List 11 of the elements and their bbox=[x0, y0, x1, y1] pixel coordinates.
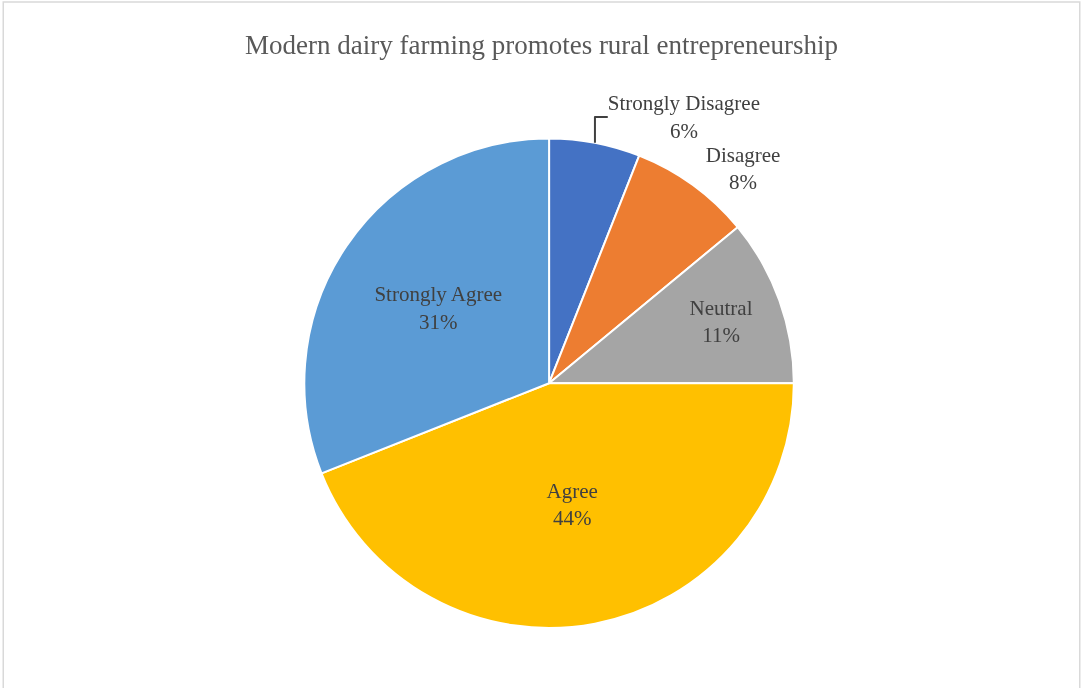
data-label: 31% bbox=[419, 309, 458, 334]
slice-label: Strongly Disagree bbox=[607, 91, 760, 116]
chart-title: Modern dairy farming promotes rural entrepreneurship bbox=[244, 30, 839, 61]
data-label: 11% bbox=[702, 322, 740, 347]
data-label: 44% bbox=[552, 506, 592, 531]
slice-label: Strongly Agree bbox=[374, 282, 503, 307]
data-label: 8% bbox=[729, 170, 758, 195]
slice-label: Disagree bbox=[705, 142, 781, 167]
slice-label: Neutral bbox=[689, 295, 753, 320]
slice-label: Agree bbox=[546, 478, 598, 503]
data-label: 6% bbox=[669, 118, 698, 143]
